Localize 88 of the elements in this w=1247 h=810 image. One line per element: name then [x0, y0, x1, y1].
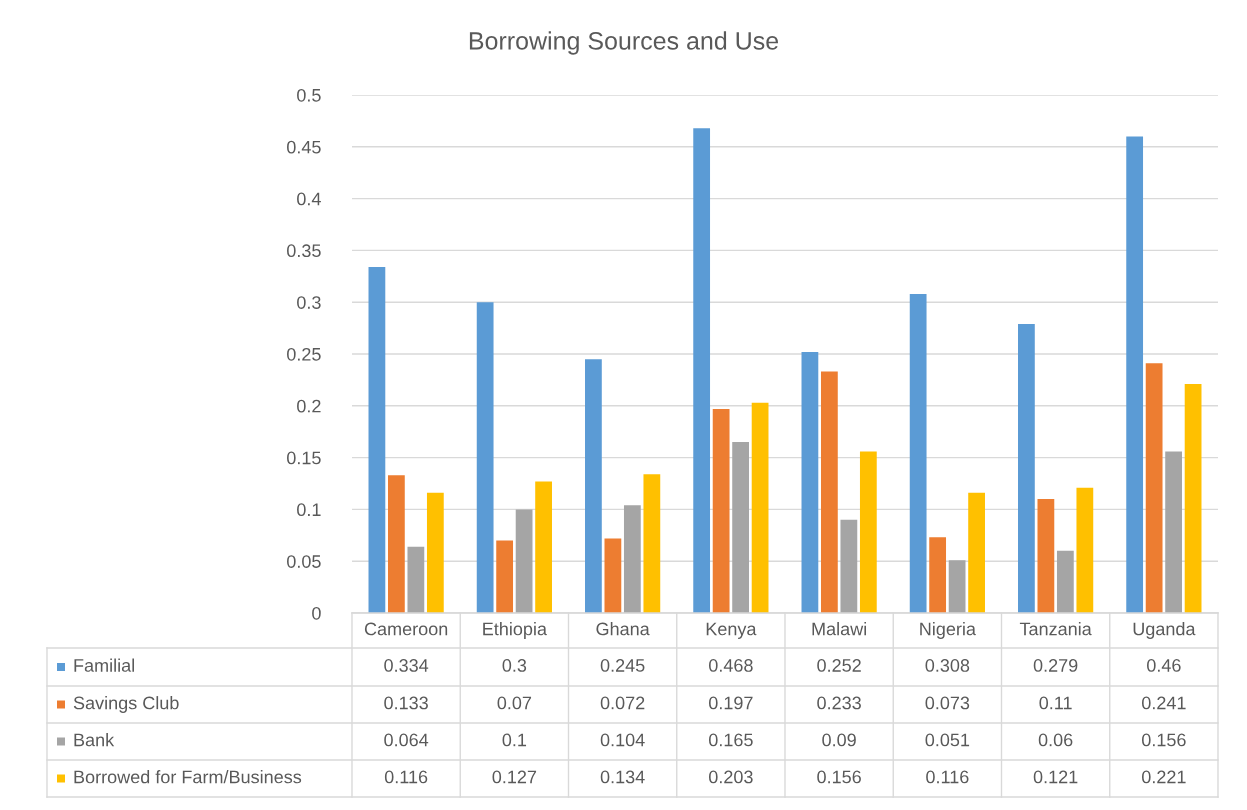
bar — [948, 560, 966, 613]
data-label: 0.116 — [926, 770, 969, 784]
bar — [1056, 550, 1074, 613]
bar — [623, 505, 641, 613]
data-label: 0.07 — [497, 696, 532, 710]
data-label: 0.1 — [502, 733, 527, 747]
bar — [476, 302, 494, 613]
y-tick-label: 0.45 — [287, 140, 321, 154]
chart-title: Borrowing Sources and Use — [469, 31, 779, 55]
y-tick-label: 0.25 — [287, 347, 321, 361]
x-tick-label: Cameroon — [364, 622, 448, 636]
y-tick-label: 0.3 — [297, 296, 321, 309]
bar — [820, 371, 838, 613]
bar — [496, 540, 514, 613]
x-tick-label: Uganda — [1133, 622, 1196, 639]
bar — [712, 408, 730, 613]
data-label: 0.156 — [1141, 733, 1186, 747]
bar — [1037, 499, 1055, 613]
data-label: 0.051 — [925, 733, 970, 747]
bar — [801, 351, 819, 613]
data-label: 0.133 — [384, 696, 428, 710]
data-label: 0.165 — [708, 733, 753, 747]
x-tick-label: Ethiopia — [483, 622, 547, 639]
legend-label: Savings Club — [73, 696, 179, 713]
data-label: 0.072 — [600, 696, 645, 710]
data-label: 0.334 — [384, 659, 429, 672]
data-label: 0.127 — [492, 770, 537, 784]
data-label: 0.09 — [822, 733, 856, 747]
bar — [515, 509, 533, 613]
bar — [585, 359, 602, 613]
x-tick-label: Tanzania — [1019, 622, 1092, 636]
data-label: 0.241 — [1141, 696, 1186, 710]
data-label: 0.121 — [1033, 770, 1078, 784]
x-tick-label: Kenya — [706, 622, 757, 639]
bar — [732, 442, 750, 613]
data-label: 0.203 — [708, 770, 753, 784]
data-label: 0.116 — [384, 770, 428, 784]
bar — [909, 293, 927, 613]
y-tick-label: 0.15 — [287, 451, 321, 465]
data-label: 0.279 — [1033, 659, 1078, 672]
bar — [426, 492, 444, 613]
bar — [1076, 487, 1094, 613]
data-label: 0.468 — [708, 659, 753, 672]
bar — [693, 128, 711, 613]
data-label: 0.245 — [600, 659, 645, 672]
data-label: 0.156 — [817, 770, 861, 784]
data-label: 0.197 — [708, 696, 753, 710]
data-label: 0.064 — [384, 733, 429, 747]
x-tick-label: Ghana — [596, 622, 650, 636]
y-tick-label: 0.1 — [297, 503, 321, 517]
legend-label: Familial — [74, 658, 134, 672]
legend-label: Borrowed for Farm/Business — [74, 770, 302, 784]
bar — [1126, 136, 1144, 613]
bar — [535, 481, 552, 613]
data-label: 0.3 — [502, 659, 527, 672]
legend-label: Bank — [74, 733, 115, 747]
x-tick-label: Nigeria — [920, 622, 976, 639]
data-label: 0.134 — [600, 770, 645, 784]
bar — [387, 475, 405, 613]
data-label: 0.233 — [817, 696, 861, 710]
bar — [840, 519, 858, 613]
bar — [643, 474, 661, 613]
bar — [929, 537, 947, 613]
bar — [859, 451, 877, 613]
y-tick-label: 0.05 — [287, 555, 321, 568]
data-label: 0.252 — [817, 659, 861, 672]
data-label: 0.308 — [925, 659, 970, 672]
y-tick-label: 0.5 — [297, 88, 321, 102]
bar — [751, 402, 769, 613]
data-label: 0.46 — [1147, 659, 1181, 672]
y-tick-label: 0.2 — [297, 399, 321, 413]
bar — [407, 546, 425, 613]
bar — [1145, 363, 1163, 613]
data-label: 0.221 — [1141, 770, 1186, 784]
bar — [1184, 384, 1202, 613]
bar — [1018, 323, 1035, 613]
y-tick-label: 0 — [312, 606, 321, 620]
data-label: 0.073 — [925, 696, 970, 710]
y-tick-label: 0.35 — [287, 244, 321, 258]
bar — [968, 492, 985, 613]
bar — [1165, 451, 1183, 613]
x-tick-label: Malawi — [812, 622, 866, 636]
data-label: 0.06 — [1038, 733, 1073, 747]
bar — [368, 266, 386, 613]
data-label: 0.104 — [600, 733, 645, 747]
bar — [604, 538, 622, 613]
y-tick-label: 0.4 — [297, 192, 321, 206]
data-label: 0.11 — [1039, 696, 1072, 710]
